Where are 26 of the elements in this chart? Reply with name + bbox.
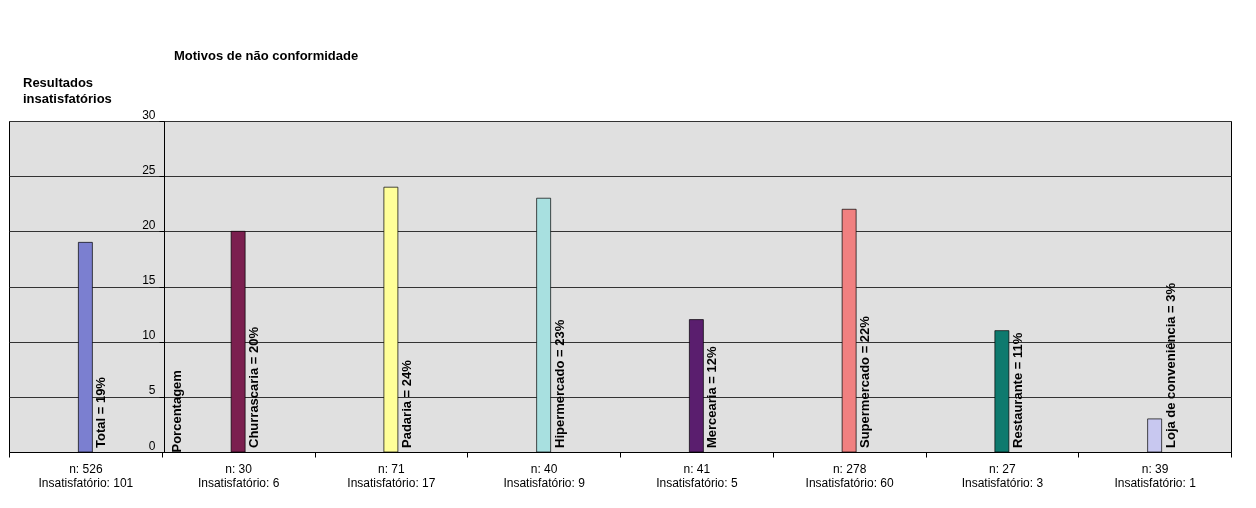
data-label: Loja de conveniência = 3% bbox=[1162, 282, 1178, 448]
y-tick-label: 10 bbox=[142, 328, 156, 343]
data-label: Mercearia = 12% bbox=[704, 346, 720, 448]
y-tick-label: 0 bbox=[148, 438, 156, 453]
chart-title: Motivos de não conformidade bbox=[174, 48, 359, 63]
data-label: Churrascaria = 20% bbox=[246, 326, 262, 448]
x-tick-label: n: 526 Insatisfatório: 101 bbox=[38, 461, 134, 490]
data-label: Restaurante = 11% bbox=[1009, 332, 1025, 448]
x-tick-label: n: 71 Insatisfatório: 17 bbox=[347, 461, 436, 490]
data-label: Supermercado = 22% bbox=[857, 315, 873, 448]
y-tick-label: 15 bbox=[142, 273, 156, 287]
y-tick-label: 20 bbox=[142, 217, 156, 232]
x-tick-label: n: 40 Insatisfatório: 9 bbox=[503, 461, 586, 490]
y-tick-label: 5 bbox=[148, 383, 156, 398]
x-tick-label: n: 39 Insatisfatório: 1 bbox=[1114, 461, 1197, 490]
y-axis-title: Porcentagem bbox=[168, 370, 184, 453]
x-tick-label: n: 30 Insatisfatório: 6 bbox=[197, 461, 280, 490]
x-tick-label: n: 27 Insatisfatório: 3 bbox=[961, 461, 1044, 490]
text: Resultados insatisfatórios bbox=[23, 75, 112, 106]
y-tick-label: 25 bbox=[142, 162, 156, 177]
y-tick-label: 30 bbox=[142, 107, 156, 122]
data-label: Hipermercado = 23% bbox=[551, 319, 567, 448]
x-tick-label: n: 41 Insatisfatório: 5 bbox=[656, 461, 738, 490]
data-label: Padaria = 24% bbox=[398, 359, 414, 448]
x-tick-label: n: 278 Insatisfatório: 60 bbox=[805, 461, 894, 490]
data-label: Total = 19% bbox=[93, 376, 109, 448]
